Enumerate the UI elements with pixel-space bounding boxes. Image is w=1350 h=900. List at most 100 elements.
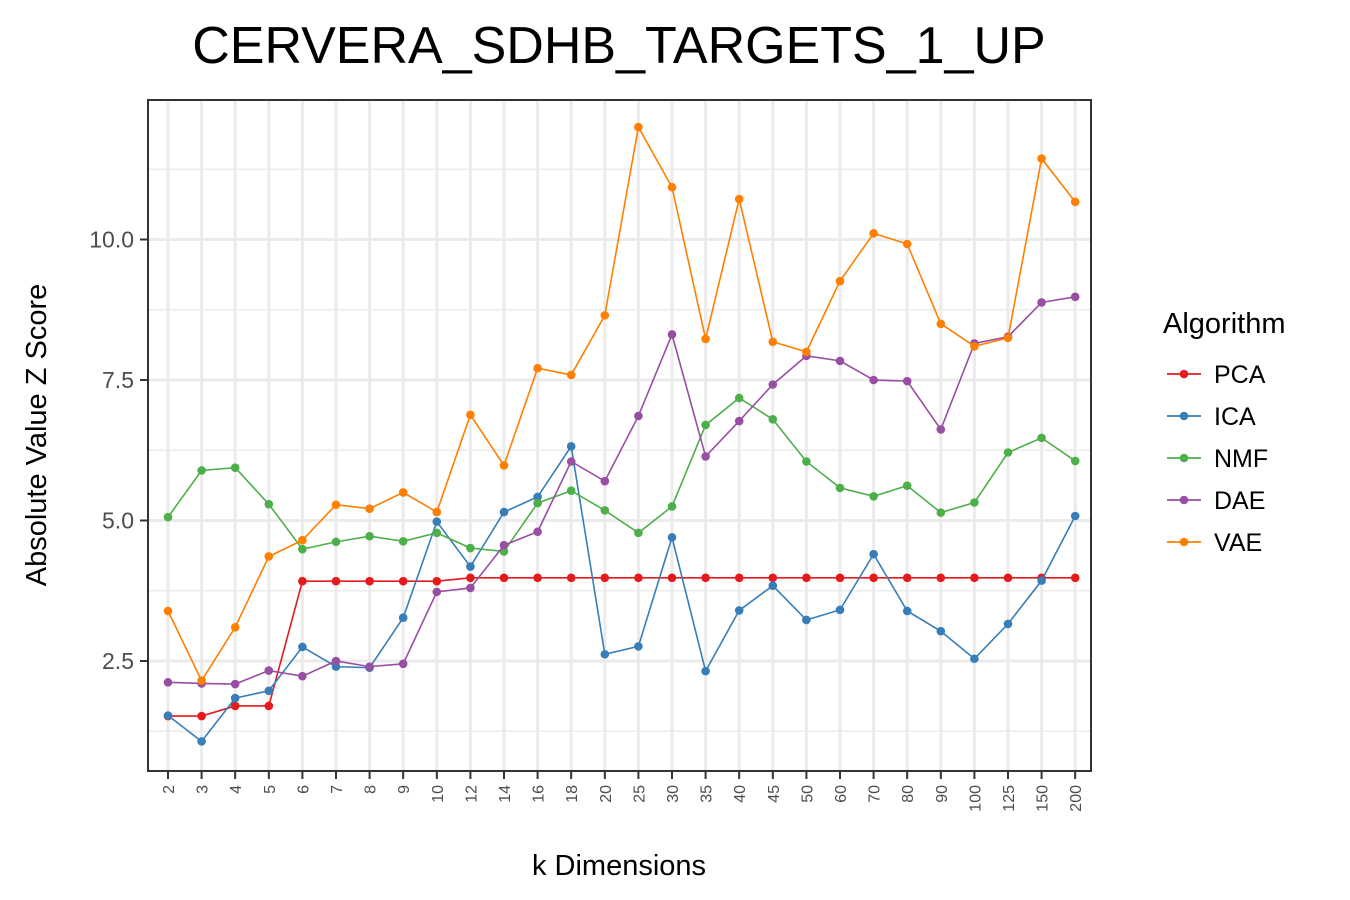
x-tick-label: 3	[195, 785, 212, 794]
data-point-dae	[398, 659, 408, 669]
data-point-dae	[163, 678, 173, 687]
legend-item-pca: PCA	[1167, 361, 1266, 389]
x-tick-label: 200	[1068, 785, 1085, 812]
data-point-pca	[902, 573, 912, 583]
data-point-ica	[768, 581, 778, 590]
data-point-ica	[264, 686, 274, 696]
legend-key-point	[1179, 411, 1189, 421]
data-point-ica	[566, 442, 576, 451]
y-tick-label: 10.0	[89, 227, 134, 253]
data-point-nmf	[197, 466, 206, 475]
data-point-pca	[499, 573, 509, 583]
data-point-nmf	[667, 502, 677, 511]
data-point-dae	[1037, 298, 1046, 307]
data-point-ica	[600, 649, 610, 659]
data-point-dae	[600, 476, 610, 486]
x-tick-label: 16	[531, 785, 548, 803]
data-point-nmf	[802, 457, 811, 466]
y-axis-title: Absolute Value Z Score	[21, 284, 53, 587]
legend-key-point	[1179, 495, 1189, 505]
plot-panel-border	[147, 99, 1092, 772]
data-point-vae	[398, 488, 408, 497]
x-tick-label: 45	[766, 785, 783, 803]
data-point-dae	[634, 411, 643, 421]
x-tick-label: 125	[1001, 785, 1018, 812]
data-point-nmf	[835, 483, 845, 493]
data-point-nmf	[1003, 448, 1013, 457]
data-point-ica	[230, 693, 240, 703]
plot-grid	[148, 100, 1091, 771]
legend-label: DAE	[1214, 487, 1265, 515]
x-tick-label: 5	[262, 785, 279, 794]
x-tick-label: 60	[833, 785, 850, 803]
x-tick-label: 70	[867, 785, 884, 803]
data-point-nmf	[701, 420, 710, 430]
x-tick-label: 10	[430, 785, 447, 803]
data-point-pca	[734, 573, 744, 583]
data-point-nmf	[902, 481, 912, 490]
x-tick-label: 25	[631, 785, 648, 803]
data-point-pca	[432, 576, 442, 586]
data-point-dae	[902, 376, 912, 386]
data-point-ica	[902, 606, 912, 616]
data-point-ica	[1037, 576, 1046, 585]
chart-title: CERVERA_SDHB_TARGETS_1_UP	[192, 17, 1045, 75]
data-point-nmf	[230, 463, 240, 472]
data-point-nmf	[869, 492, 878, 501]
legend: Algorithm PCA ICA NMF DAE VAE	[1163, 308, 1286, 557]
data-point-pca	[365, 576, 374, 586]
data-point-ica	[869, 549, 878, 559]
series-vae	[163, 122, 1080, 685]
x-tick-label: 40	[732, 785, 749, 803]
data-point-vae	[600, 311, 610, 320]
data-point-nmf	[768, 415, 778, 424]
data-point-ica	[936, 626, 946, 636]
x-axis: 2 3 4 5 6 7 8 9 10 12 14 16 18 20 25 30 35 40 45 50 60 70 80 90…	[161, 771, 1085, 812]
data-point-dae	[734, 416, 744, 426]
y-axis: 2.5 5.0 7.5 10.0	[89, 227, 148, 674]
data-point-vae	[1003, 333, 1013, 343]
x-tick-label: 4	[228, 785, 245, 794]
data-point-nmf	[365, 531, 374, 541]
data-point-vae	[734, 194, 744, 204]
data-point-nmf	[970, 498, 979, 507]
x-tick-label: 20	[598, 785, 615, 803]
data-point-ica	[533, 492, 542, 502]
data-point-vae	[466, 410, 475, 420]
data-point-vae	[163, 606, 173, 616]
data-point-vae	[634, 122, 643, 132]
x-tick-label: 35	[699, 785, 716, 803]
legend-item-vae: VAE	[1167, 529, 1262, 557]
data-point-pca	[634, 573, 643, 583]
legend-key-point	[1179, 537, 1189, 547]
data-point-vae	[264, 552, 274, 561]
x-tick-label: 14	[497, 785, 514, 803]
data-point-pca	[331, 576, 341, 586]
data-point-vae	[331, 500, 341, 510]
data-point-nmf	[466, 543, 475, 553]
data-point-dae	[466, 583, 475, 593]
data-point-dae	[432, 587, 442, 597]
data-point-dae	[936, 425, 946, 434]
data-point-dae	[499, 540, 509, 550]
data-point-pca	[230, 701, 240, 711]
x-tick-label: 18	[564, 785, 581, 803]
data-point-dae	[298, 671, 307, 681]
data-point-vae	[835, 276, 845, 286]
data-point-nmf	[398, 536, 408, 546]
data-point-dae	[533, 527, 542, 537]
data-point-pca	[264, 701, 274, 711]
data-point-dae	[230, 679, 240, 689]
legend-label: ICA	[1214, 403, 1256, 431]
data-point-vae	[230, 622, 240, 632]
data-point-dae	[701, 452, 710, 461]
legend-item-dae: DAE	[1167, 487, 1265, 515]
data-point-ica	[432, 517, 442, 526]
x-tick-label: 50	[799, 785, 816, 803]
data-point-pca	[197, 711, 206, 721]
data-point-pca	[566, 573, 576, 583]
series-line-ica	[167, 444, 1076, 743]
data-point-pca	[600, 573, 610, 583]
data-point-ica	[1003, 619, 1013, 629]
